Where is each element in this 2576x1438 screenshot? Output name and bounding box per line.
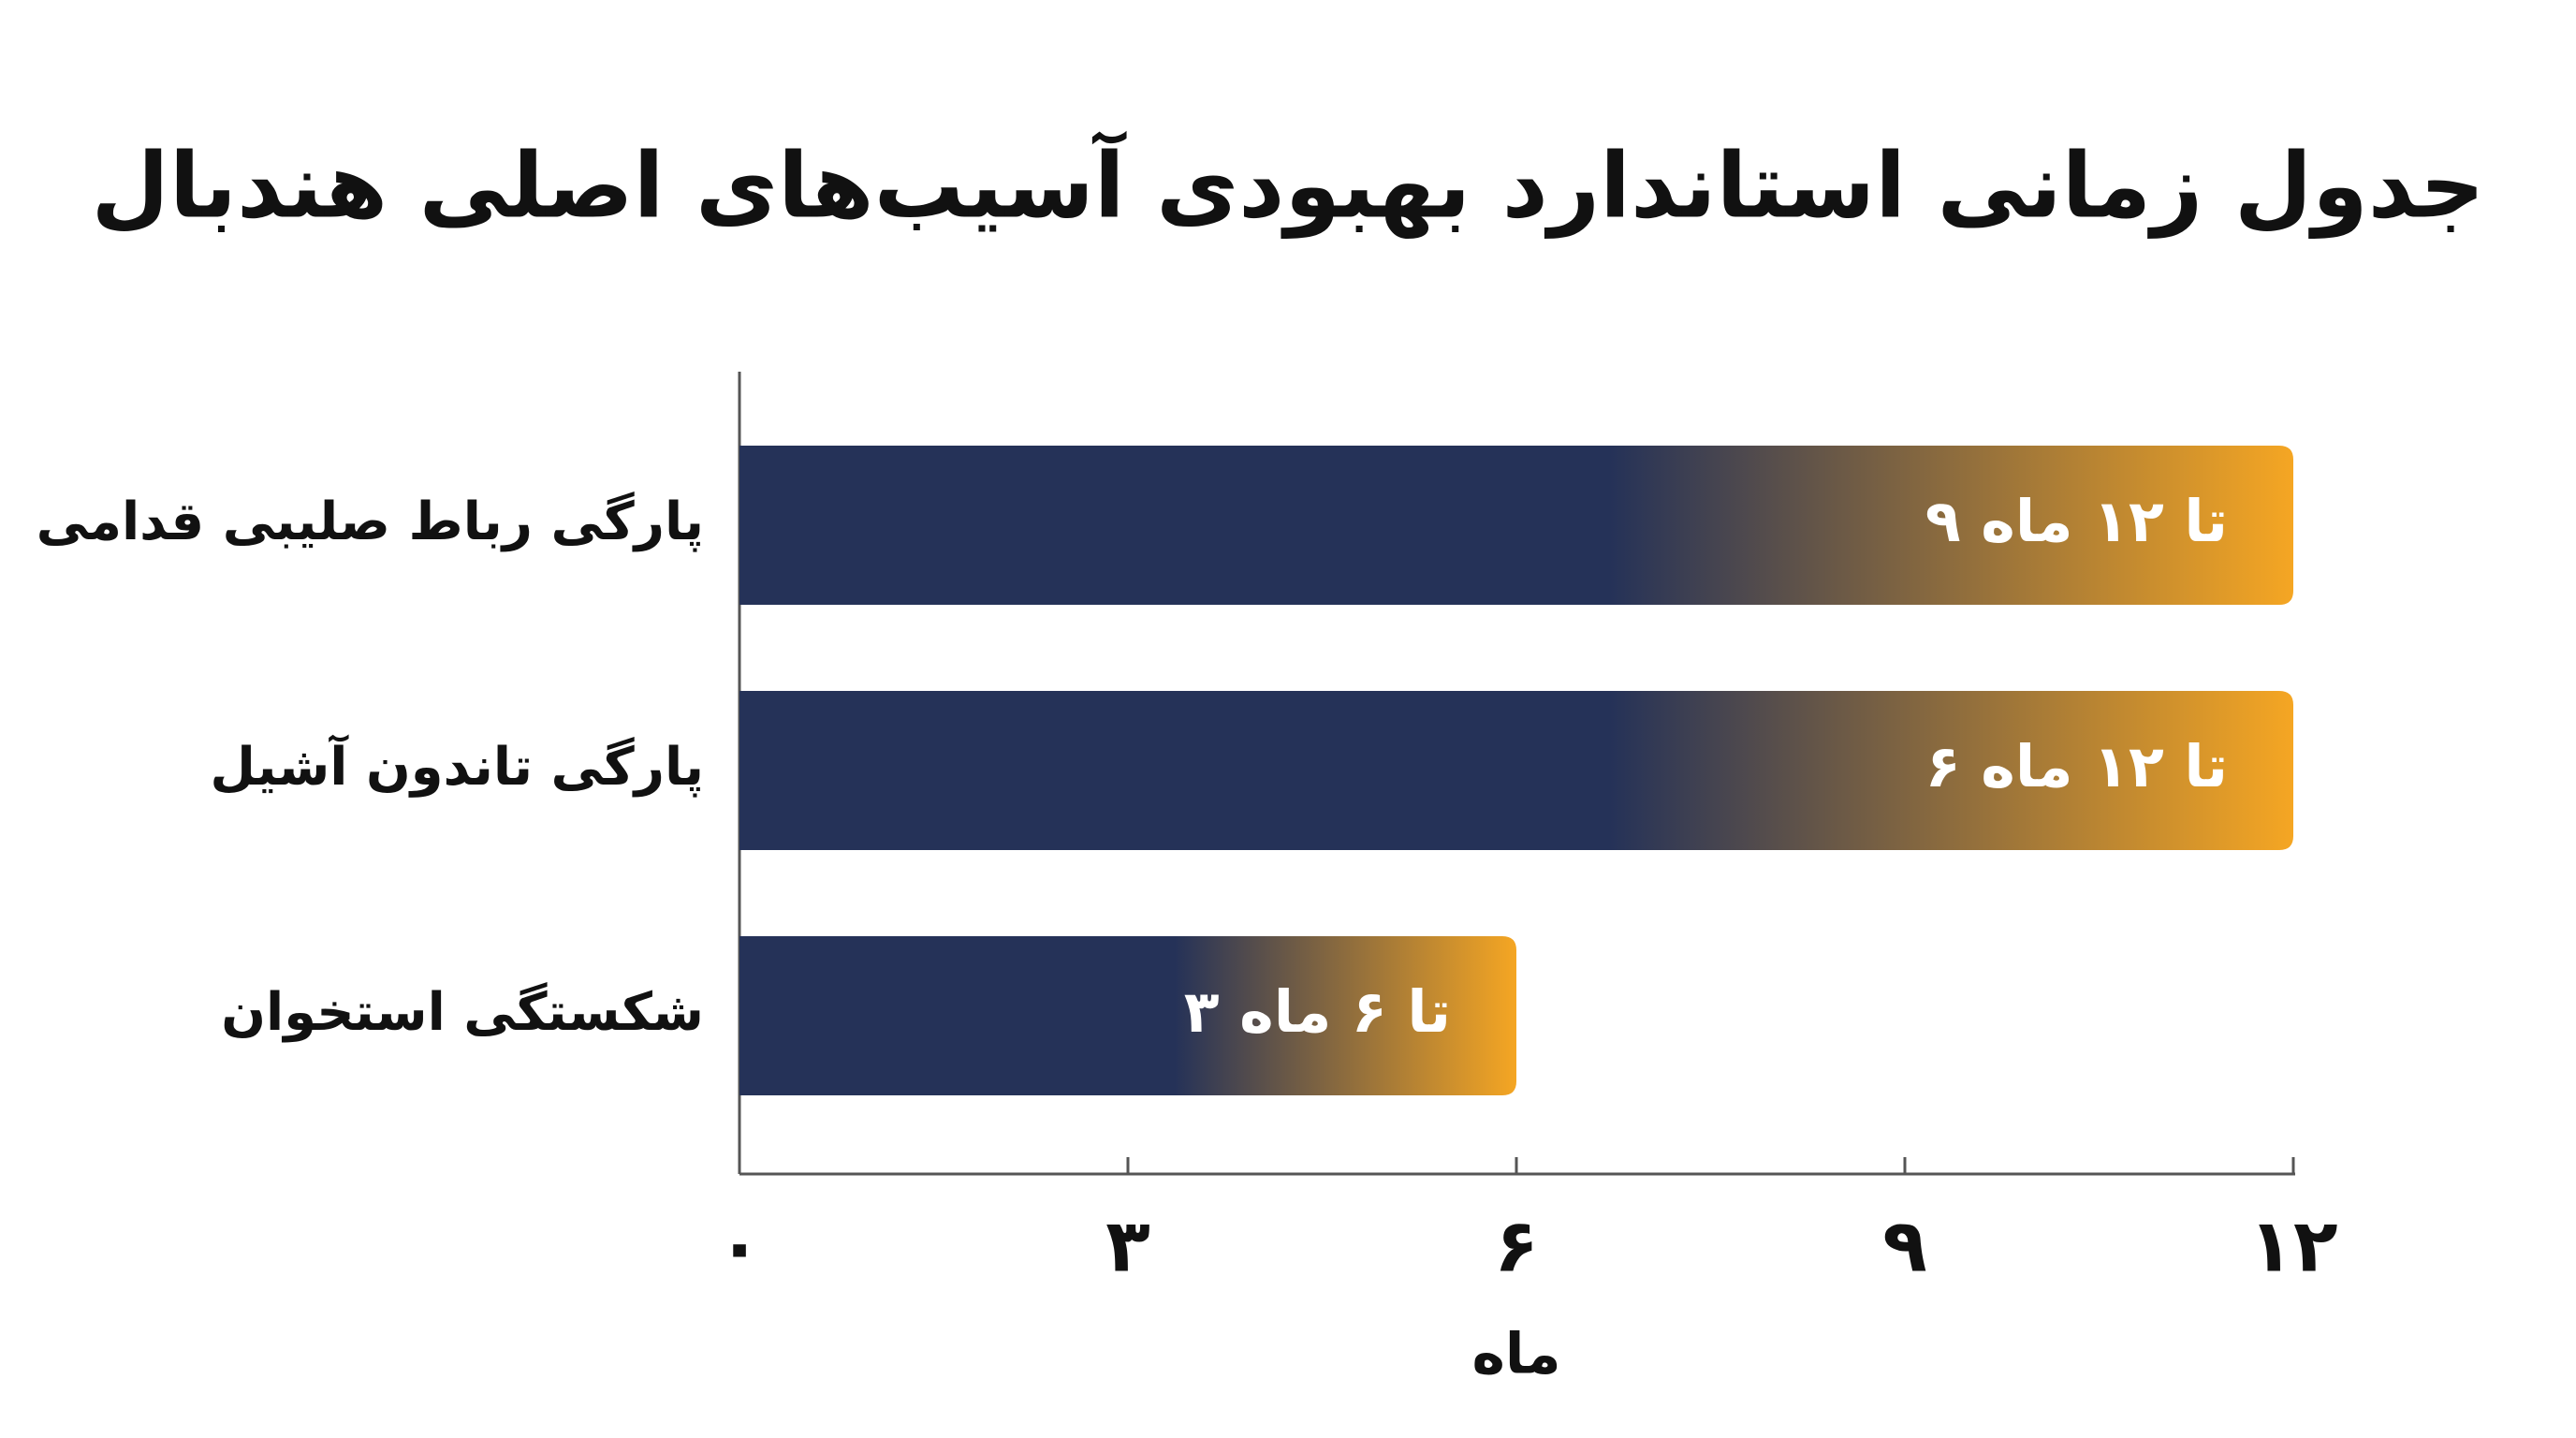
y-tick-label: شکستگی استخوان: [221, 982, 704, 1043]
x-tick-label: ۳: [1105, 1204, 1150, 1288]
value-label: ۳ تا ۶ ماه: [1184, 977, 1451, 1046]
x-tick-label: ۹: [1882, 1204, 1927, 1288]
bar: [739, 691, 2293, 850]
x-tick-label: ۱۲: [2248, 1204, 2337, 1288]
x-tick-label: ۰: [717, 1204, 762, 1288]
value-label: ۹ تا ۱۲ ماه: [1925, 487, 2228, 555]
y-tick-label: پارگی تاندون آشیل: [210, 734, 704, 798]
chart-title: جدول زمانی استاندارد بهبودی آسیب‌های اصل…: [92, 130, 2485, 239]
bar: [739, 446, 2293, 605]
x-axis-label: ماه: [1471, 1322, 1560, 1387]
y-tick-label: پارگی رباط صلیبی قدامی: [37, 492, 704, 552]
x-tick-label: ۶: [1494, 1204, 1539, 1288]
value-label: ۶ تا ۱۲ ماه: [1925, 732, 2228, 800]
bar: [739, 936, 1516, 1095]
